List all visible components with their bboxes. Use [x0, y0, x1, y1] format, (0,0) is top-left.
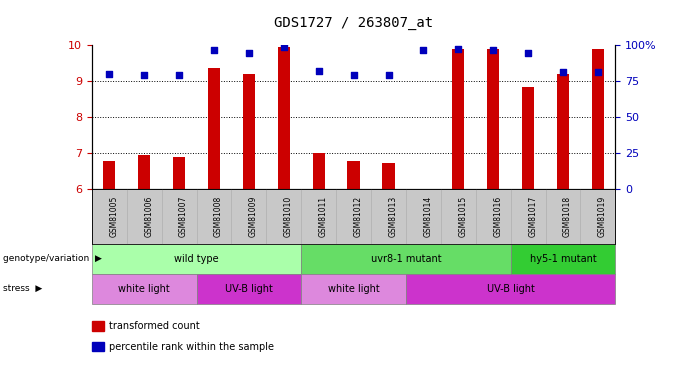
Text: GDS1727 / 263807_at: GDS1727 / 263807_at	[274, 16, 433, 30]
Text: GSM81019: GSM81019	[598, 196, 607, 237]
Text: GSM81013: GSM81013	[388, 196, 398, 237]
Text: GSM81008: GSM81008	[214, 196, 223, 237]
Point	[453, 46, 464, 52]
Text: white light: white light	[328, 284, 379, 294]
Point	[139, 72, 150, 78]
Text: GSM81005: GSM81005	[109, 196, 118, 237]
Text: hy5-1 mutant: hy5-1 mutant	[530, 254, 596, 264]
Text: GSM81014: GSM81014	[424, 196, 432, 237]
Text: uvr8-1 mutant: uvr8-1 mutant	[371, 254, 441, 264]
Bar	[592, 49, 604, 189]
Bar	[522, 87, 534, 189]
Point	[278, 44, 289, 50]
Point	[418, 47, 429, 53]
Text: UV-B light: UV-B light	[487, 284, 534, 294]
Bar	[487, 49, 499, 189]
Text: GSM81015: GSM81015	[458, 196, 467, 237]
Point	[173, 72, 184, 78]
Point	[383, 72, 394, 78]
Bar	[277, 47, 290, 189]
Text: GSM81016: GSM81016	[493, 196, 503, 237]
Text: GSM81009: GSM81009	[249, 196, 258, 237]
Bar	[243, 74, 255, 189]
Point	[209, 47, 220, 53]
Bar	[103, 160, 116, 189]
Text: percentile rank within the sample: percentile rank within the sample	[109, 342, 274, 352]
Point	[558, 69, 568, 75]
Text: UV-B light: UV-B light	[225, 284, 273, 294]
Bar	[138, 155, 150, 189]
Point	[348, 72, 359, 78]
Text: GSM81017: GSM81017	[528, 196, 537, 237]
Point	[243, 50, 254, 56]
Text: GSM81012: GSM81012	[354, 196, 362, 237]
Point	[488, 47, 498, 53]
Bar	[557, 74, 569, 189]
Bar	[208, 69, 220, 189]
Bar	[173, 157, 185, 189]
Text: transformed count: transformed count	[109, 321, 199, 331]
Point	[104, 71, 115, 77]
Bar	[452, 49, 464, 189]
Text: GSM81006: GSM81006	[144, 196, 153, 237]
Text: GSM81018: GSM81018	[563, 196, 572, 237]
Point	[313, 68, 324, 74]
Point	[523, 50, 534, 56]
Text: GSM81007: GSM81007	[179, 196, 188, 237]
Text: wild type: wild type	[174, 254, 219, 264]
Text: white light: white light	[118, 284, 170, 294]
Text: GSM81011: GSM81011	[319, 196, 328, 237]
Bar	[347, 161, 360, 189]
Text: GSM81010: GSM81010	[284, 196, 293, 237]
Bar	[382, 164, 394, 189]
Text: stress  ▶: stress ▶	[3, 284, 43, 293]
Text: genotype/variation  ▶: genotype/variation ▶	[3, 254, 102, 263]
Bar	[313, 153, 325, 189]
Point	[592, 69, 603, 75]
